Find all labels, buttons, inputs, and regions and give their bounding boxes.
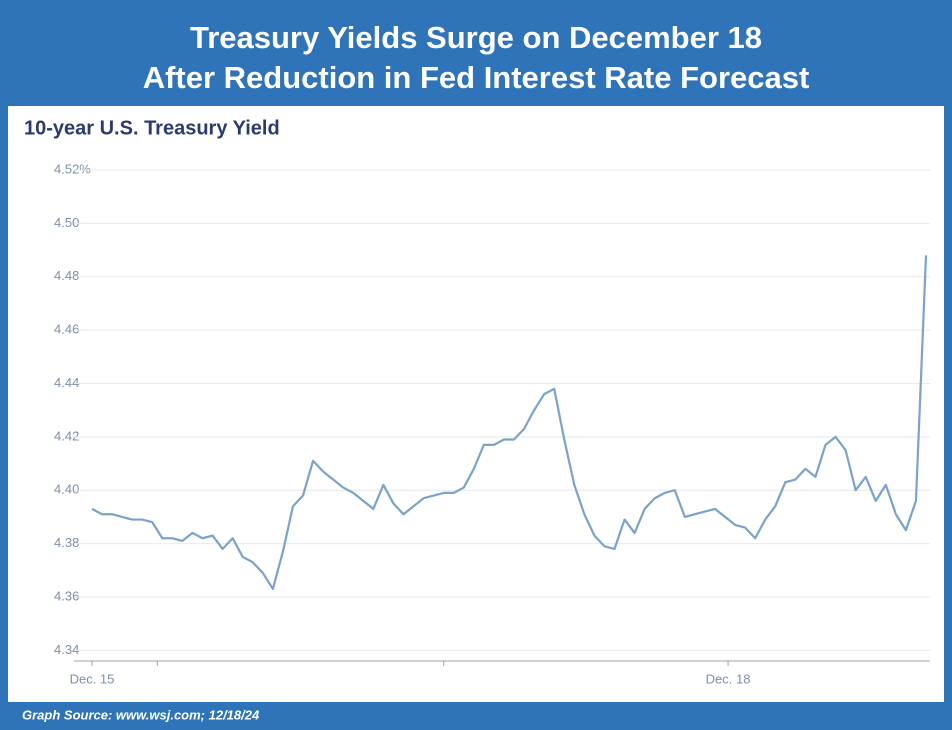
chart-title: After Reduction in Fed Interest Rate For…: [143, 60, 810, 95]
y-tick-label: 4.34: [54, 642, 79, 657]
chart-subtitle: 10-year U.S. Treasury Yield: [24, 117, 280, 139]
y-tick-label: 4.46: [54, 322, 79, 337]
y-tick-label: 4.42: [54, 428, 79, 443]
y-tick-label: 4.52%: [54, 161, 91, 176]
y-tick-label: 4.38: [54, 535, 79, 550]
x-tick-label: Dec. 15: [70, 671, 115, 686]
y-tick-label: 4.50: [54, 215, 79, 230]
source-note: Graph Source: www.wsj.com; 12/18/24: [22, 707, 260, 722]
plot-panel: [8, 106, 944, 702]
series-line: [91, 255, 928, 591]
y-tick-label: 4.44: [54, 375, 79, 390]
x-tick-label: Dec. 18: [706, 671, 751, 686]
y-tick-label: 4.40: [54, 482, 79, 497]
y-tick-label: 4.36: [54, 588, 79, 603]
chart-title: Treasury Yields Surge on December 18: [190, 20, 762, 55]
y-tick-label: 4.48: [54, 268, 79, 283]
